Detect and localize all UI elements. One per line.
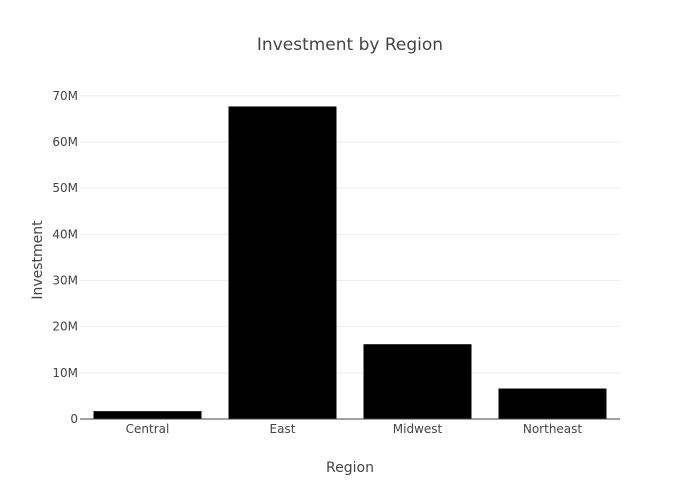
- x-tick-label: Northeast: [523, 422, 583, 436]
- bars: [94, 106, 607, 419]
- bar-east[interactable]: [229, 106, 337, 419]
- y-axis-ticks: 0 10M 20M 30M 40M 50M 60M 70M: [52, 89, 78, 426]
- y-tick-label: 60M: [52, 135, 78, 149]
- y-tick-label: 30M: [52, 274, 78, 288]
- bar-central[interactable]: [94, 411, 202, 419]
- bar-northeast[interactable]: [499, 389, 607, 419]
- chart-title: Investment by Region: [257, 35, 443, 55]
- y-tick-label: 20M: [52, 320, 78, 334]
- grid: [80, 96, 620, 373]
- x-tick-label: Central: [126, 422, 170, 436]
- x-tick-label: Midwest: [393, 422, 443, 436]
- y-tick-label: 0: [70, 412, 78, 426]
- y-tick-label: 40M: [52, 227, 78, 241]
- x-axis-title: Region: [326, 460, 374, 476]
- x-tick-label: East: [270, 422, 296, 436]
- y-tick-label: 10M: [52, 366, 78, 380]
- y-tick-label: 70M: [52, 89, 78, 103]
- y-axis-title: Investment: [30, 220, 46, 300]
- y-tick-label: 50M: [52, 181, 78, 195]
- bar-midwest[interactable]: [364, 344, 472, 419]
- x-axis-ticks: Central East Midwest Northeast: [126, 422, 583, 436]
